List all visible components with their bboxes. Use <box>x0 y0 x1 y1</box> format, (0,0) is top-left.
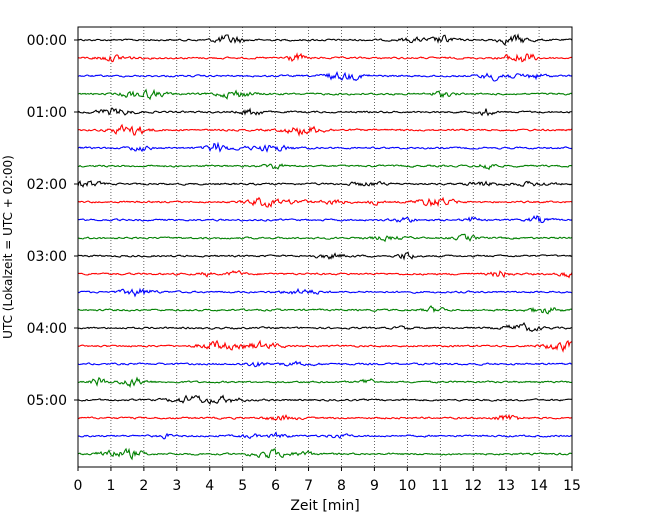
trace-0515 <box>77 413 573 421</box>
seismic-traces <box>77 33 573 461</box>
x-tick-label: 11 <box>431 478 449 494</box>
trace-0545 <box>77 447 573 461</box>
x-tick-label: 14 <box>530 478 548 494</box>
y-axis-label: UTC (Lokalzeit = UTC + 02:00) <box>1 155 15 339</box>
trace-0145 <box>77 163 573 171</box>
trace-0445 <box>77 376 573 389</box>
x-tick-label: 10 <box>398 478 416 494</box>
y-tick-label: 02:00 <box>27 177 67 193</box>
x-tick-label: 4 <box>205 478 214 494</box>
trace-0300 <box>77 251 573 261</box>
plot-area <box>78 27 572 467</box>
trace-0415 <box>77 339 573 353</box>
x-tick-label: 1 <box>106 478 115 494</box>
y-axis: 00:00 01:00 02:00 03:00 04:00 05:00 <box>27 33 78 409</box>
trace-0245 <box>77 233 573 243</box>
trace-0430 <box>77 360 573 368</box>
trace-0230 <box>77 215 573 224</box>
y-tick-label: 05:00 <box>27 393 67 409</box>
trace-0045 <box>77 88 573 101</box>
trace-0100 <box>77 107 573 117</box>
x-tick-label: 13 <box>497 478 515 494</box>
x-tick-label: 0 <box>74 478 83 494</box>
trace-0500 <box>77 394 573 405</box>
y-tick-label: 01:00 <box>27 105 67 121</box>
x-tick-label: 7 <box>304 478 313 494</box>
trace-0315 <box>77 269 573 279</box>
x-axis-label: Zeit [min] <box>290 498 359 514</box>
trace-0030 <box>77 71 573 82</box>
y-tick-label: 04:00 <box>27 321 67 337</box>
plot-frame <box>77 26 573 468</box>
trace-0200 <box>77 180 573 188</box>
x-axis: 0 1 2 3 4 5 6 7 8 9 10 11 12 13 14 15 <box>74 467 581 494</box>
x-tick-label: 3 <box>172 478 181 494</box>
trace-0215 <box>77 196 573 208</box>
x-tick-label: 2 <box>139 478 148 494</box>
trace-0115 <box>77 123 573 137</box>
trace-0130 <box>77 141 573 153</box>
trace-0330 <box>77 287 573 298</box>
x-tick-label: 15 <box>563 478 581 494</box>
trace-0345 <box>77 305 573 315</box>
y-tick-label: 00:00 <box>27 33 67 49</box>
x-tick-label: 8 <box>337 478 346 494</box>
x-tick-label: 12 <box>464 478 482 494</box>
x-tick-label: 9 <box>370 478 379 494</box>
x-tick-label: 6 <box>271 478 280 494</box>
trace-0400 <box>77 322 573 333</box>
trace-0015 <box>77 52 573 63</box>
x-tick-label: 5 <box>238 478 247 494</box>
trace-0530 <box>77 431 573 440</box>
trace-0000 <box>77 33 573 46</box>
y-tick-label: 03:00 <box>27 249 67 265</box>
grid-lines <box>110 27 540 467</box>
